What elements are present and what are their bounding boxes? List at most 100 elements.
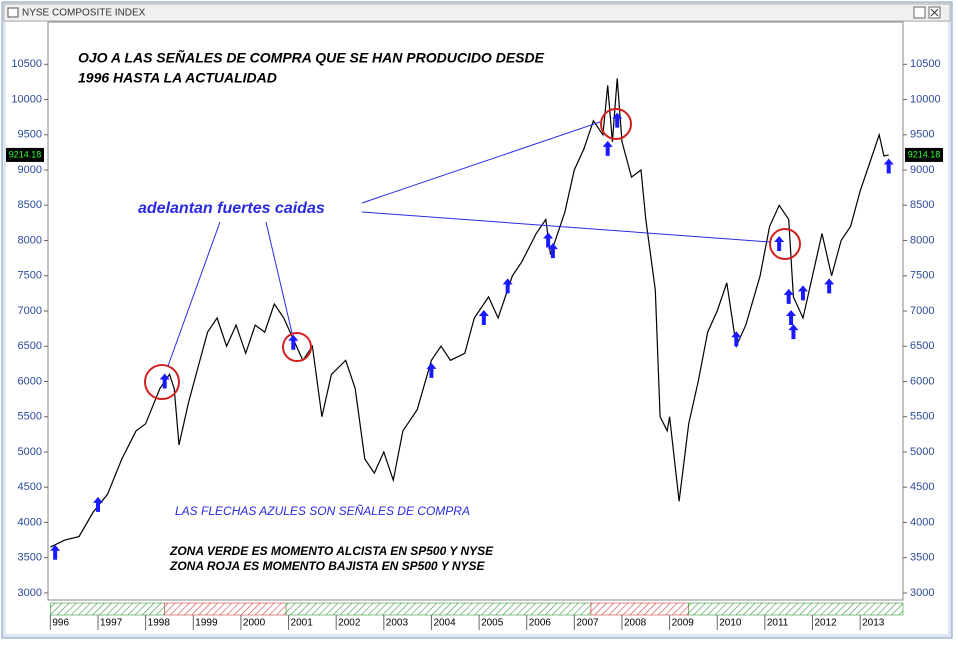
buy-arrow (93, 496, 104, 512)
x-tick-label: 996 (52, 618, 69, 629)
y-tick-label: 8500 (18, 199, 42, 211)
y-tick-label: 7500 (18, 270, 42, 282)
title-bar (3, 3, 951, 22)
pointer-line (167, 221, 221, 367)
y-tick-label: 7000 (910, 305, 934, 317)
last-value-label: 9214.18 (908, 149, 941, 159)
zone (688, 602, 904, 616)
y-tick-label: 4000 (910, 516, 934, 528)
y-tick-label: 9500 (910, 129, 934, 141)
y-tick-label: 10500 (910, 58, 941, 70)
maximize-button[interactable] (913, 6, 926, 19)
x-tick-label: 2012 (814, 618, 837, 629)
buy-arrow (288, 334, 299, 350)
x-tick-label: 1999 (195, 618, 218, 629)
last-value-box (905, 147, 943, 162)
y-tick-label: 10000 (910, 93, 941, 105)
last-value-box (6, 147, 44, 162)
x-tick-label: 2007 (576, 618, 599, 629)
x-tick-label: 2004 (433, 618, 456, 629)
zone (164, 602, 287, 616)
marks: 3000 3000 3500 3500 4000 4000 4500 4500 5000 5000… (6, 58, 943, 630)
y-tick-label: 3000 (18, 587, 42, 599)
x-tick-label: 2008 (624, 618, 647, 629)
y-tick-label: 10500 (11, 58, 42, 70)
annotation: OJO A LAS SEÑALES DE COMPRA QUE SE HAN P… (78, 49, 545, 66)
x-tick-label: 2005 (481, 618, 504, 629)
buy-arrow (547, 243, 558, 259)
close-icon (930, 8, 939, 17)
y-tick-label: 3500 (18, 552, 42, 564)
y-tick-label: 5000 (18, 446, 42, 458)
y-tick-label: 6500 (910, 340, 934, 352)
highlight-circle (769, 228, 801, 260)
x-tick-label: 2013 (862, 618, 885, 629)
buy-arrow (824, 278, 835, 294)
y-tick-label: 10000 (11, 93, 42, 105)
pointer-line (265, 221, 293, 334)
buy-arrow (797, 285, 808, 301)
highlight-circle (282, 332, 312, 362)
window-title: NYSE COMPOSITE INDEX (22, 8, 146, 19)
annotation: adelantan fuertes caidas (138, 200, 325, 217)
y-tick-label: 4000 (18, 516, 42, 528)
y-tick-label: 7000 (18, 305, 42, 317)
pointer-line (361, 121, 601, 204)
x-tick-label: 2001 (291, 618, 314, 629)
pointer-line (361, 211, 771, 243)
y-tick-label: 3500 (910, 552, 934, 564)
annotation: ZONA ROJA ES MOMENTO BAJISTA EN SP500 Y … (169, 559, 486, 573)
y-tick-label: 4500 (910, 481, 934, 493)
zone (590, 602, 689, 616)
buy-arrow (543, 232, 554, 248)
buy-arrow (783, 288, 794, 304)
buy-arrow (883, 158, 894, 174)
x-tick-label: 2003 (386, 618, 409, 629)
buy-arrow (159, 373, 170, 389)
zone (50, 602, 165, 616)
buy-arrow (502, 278, 513, 294)
buy-arrow (774, 236, 785, 252)
y-tick-label: 8000 (910, 234, 934, 246)
window-icon (7, 7, 19, 18)
x-tick-label: 1998 (148, 618, 171, 629)
x-tick-label: 2011 (767, 618, 789, 629)
buy-arrow (731, 331, 742, 347)
x-tick-label: 2006 (529, 618, 552, 629)
buy-arrow (426, 362, 437, 378)
y-tick-label: 8500 (910, 199, 934, 211)
y-tick-label: 5500 (910, 411, 934, 423)
price-line (50, 78, 889, 548)
highlight-circle (144, 364, 180, 400)
x-tick-label: 2009 (672, 618, 695, 629)
y-tick-label: 3000 (910, 587, 934, 599)
y-tick-label: 7500 (910, 270, 934, 282)
buy-arrow (478, 310, 489, 326)
zone (285, 602, 592, 616)
annotation: ZONA VERDE ES MOMENTO ALCISTA EN SP500 Y… (169, 544, 494, 558)
y-tick-label: 9000 (910, 164, 934, 176)
annotation: 1996 HASTA LA ACTUALIDAD (78, 70, 277, 86)
y-tick-label: 8000 (18, 234, 42, 246)
y-tick-label: 6500 (18, 340, 42, 352)
x-tick-label: 1997 (100, 618, 123, 629)
y-tick-label: 6000 (910, 375, 934, 387)
y-tick-label: 5500 (18, 411, 42, 423)
x-tick-label: 2002 (338, 618, 361, 629)
y-tick-label: 9000 (18, 164, 42, 176)
y-tick-label: 9500 (18, 129, 42, 141)
annotation: LAS FLECHAS AZULES SON SEÑALES DE COMPRA (175, 504, 470, 518)
x-tick-label: 2000 (243, 618, 266, 629)
x-tick-label: 2010 (719, 618, 742, 629)
y-tick-label: 6000 (18, 375, 42, 387)
buy-arrow (602, 140, 613, 156)
y-tick-label: 4500 (18, 481, 42, 493)
buy-arrow (786, 310, 797, 326)
plot-area (47, 21, 904, 601)
buy-arrow (50, 544, 61, 560)
buy-arrow (612, 112, 623, 128)
last-value-label: 9214.18 (9, 149, 42, 159)
buy-arrow (788, 324, 799, 340)
